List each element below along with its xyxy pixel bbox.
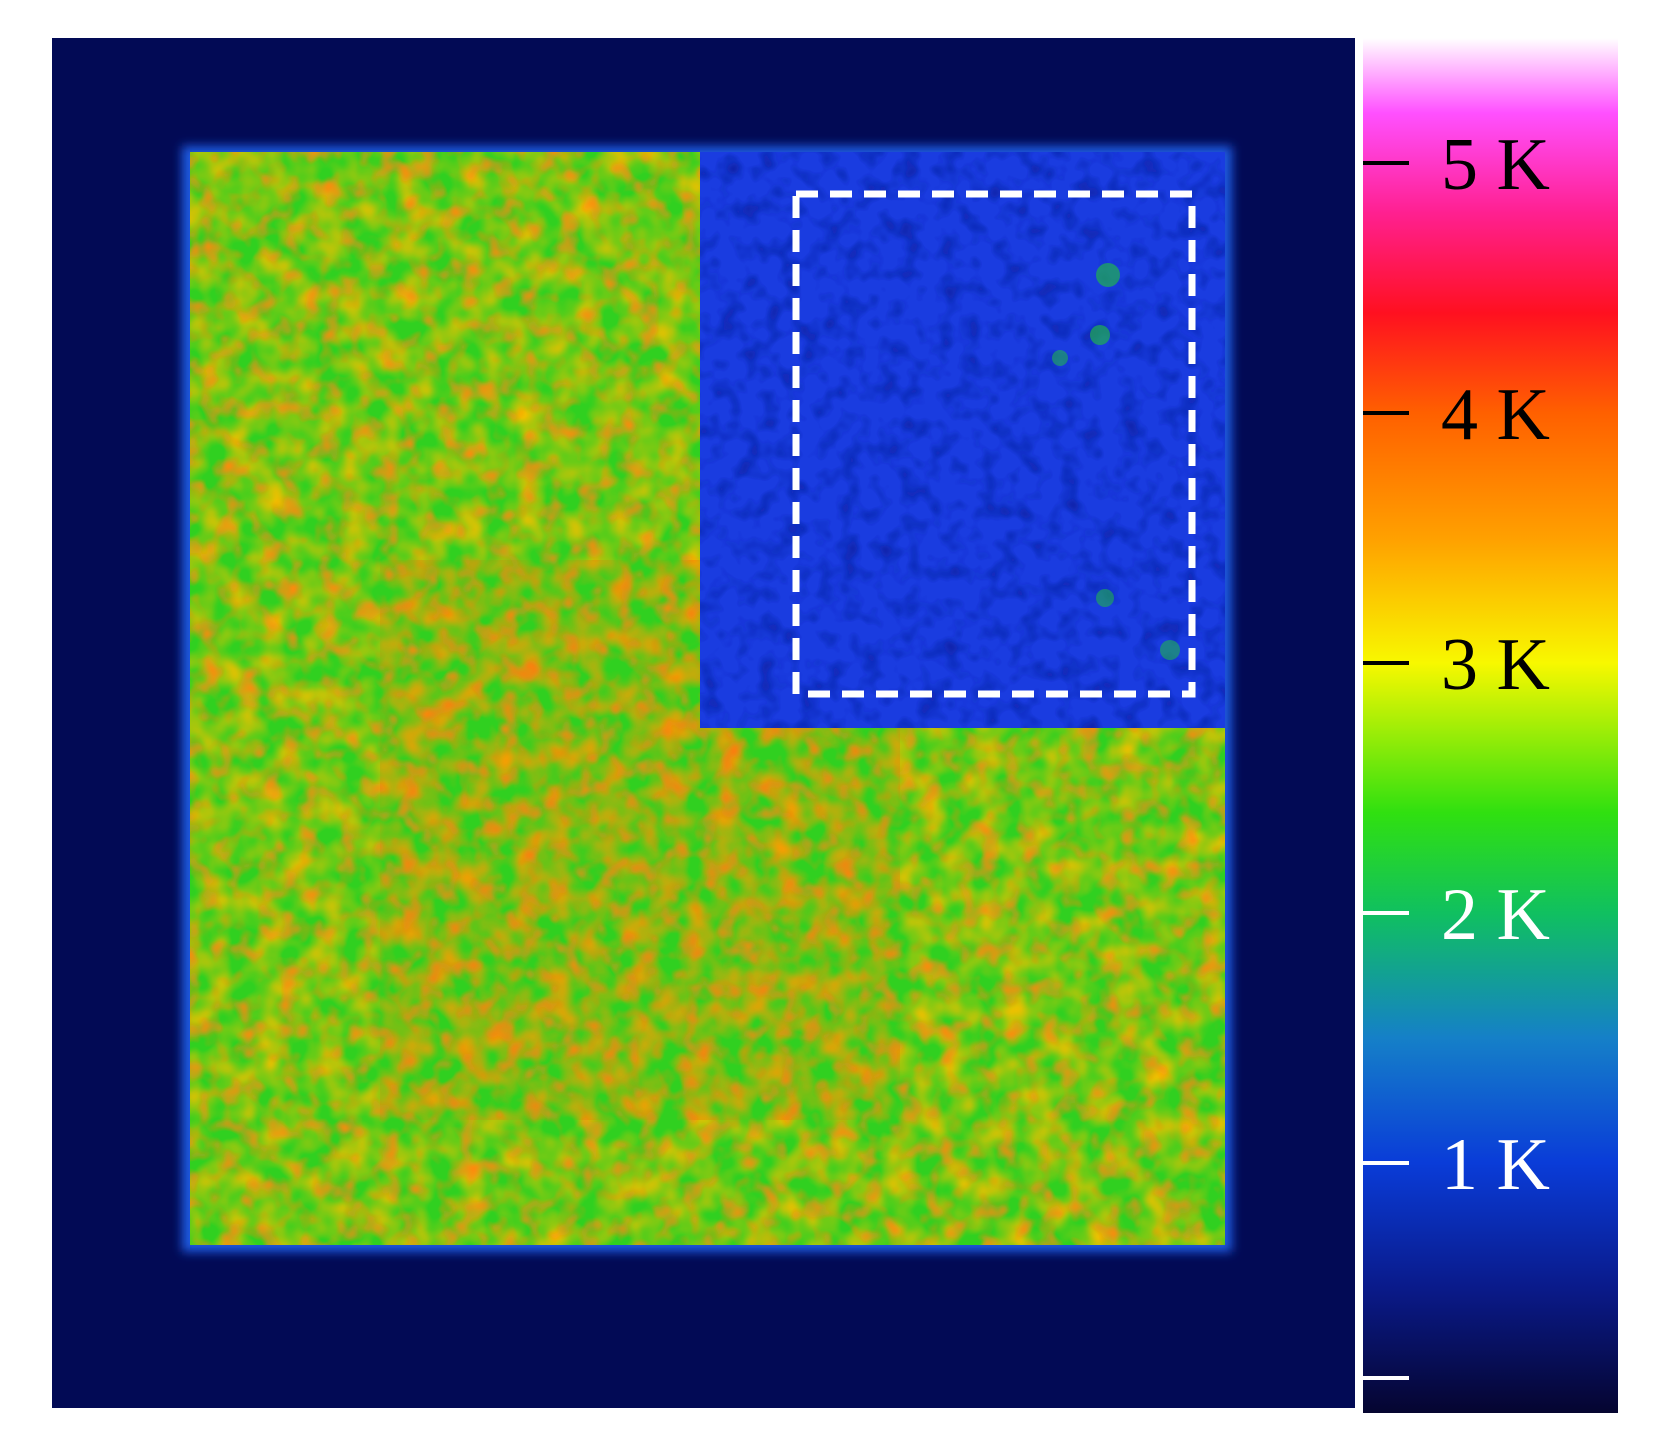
colorbar-tick-label-3: 2 K bbox=[1441, 874, 1550, 956]
colorbar-ticks: 5 K 4 K 3 K 2 K 1 K bbox=[1363, 124, 1550, 1380]
cold-region bbox=[700, 152, 1225, 728]
colorbar: 5 K 4 K 3 K 2 K 1 K bbox=[1363, 38, 1618, 1413]
colorbar-tick-label-0: 5 K bbox=[1441, 124, 1550, 206]
colorbar-tick-label-4: 1 K bbox=[1441, 1124, 1550, 1206]
roi-dashed-box bbox=[792, 190, 1196, 698]
thermal-image bbox=[52, 38, 1355, 1408]
colorbar-gradient bbox=[1363, 38, 1618, 1413]
colorbar-tick-label-2: 3 K bbox=[1441, 624, 1550, 706]
colorbar-tick-label-1: 4 K bbox=[1441, 374, 1550, 456]
